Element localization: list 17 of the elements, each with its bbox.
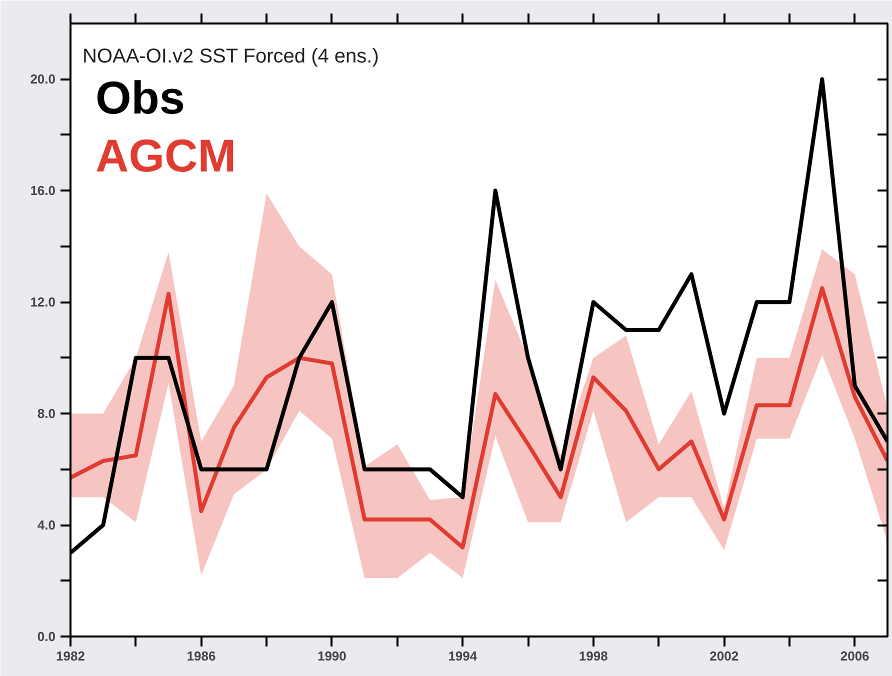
- text: NOAA-OI.v2 SST Forced (4 ens.): [82, 46, 379, 68]
- y-tick-label: 16.0: [30, 183, 56, 198]
- legend-label: Obs: [96, 72, 185, 124]
- y-tick-label: 4.0: [37, 518, 56, 533]
- line-series: [70, 286, 888, 550]
- x-tick-label: 1994: [448, 648, 478, 664]
- x-tick-label: 2006: [840, 648, 870, 664]
- x-tick-label: 1982: [56, 648, 85, 664]
- x-tick-label: 1986: [186, 648, 216, 664]
- x-tick-label: 1990: [317, 648, 346, 664]
- y-tick-label: 0.0: [37, 629, 56, 644]
- text: AGCM: [96, 130, 236, 182]
- x-tick-label: 1998: [578, 648, 608, 664]
- y-tick-label: 8.0: [37, 406, 56, 422]
- x-tick-label: 2002: [710, 648, 739, 664]
- y-tick-label: 12.0: [30, 294, 56, 310]
- y-tick-label: 20.0: [30, 72, 56, 87]
